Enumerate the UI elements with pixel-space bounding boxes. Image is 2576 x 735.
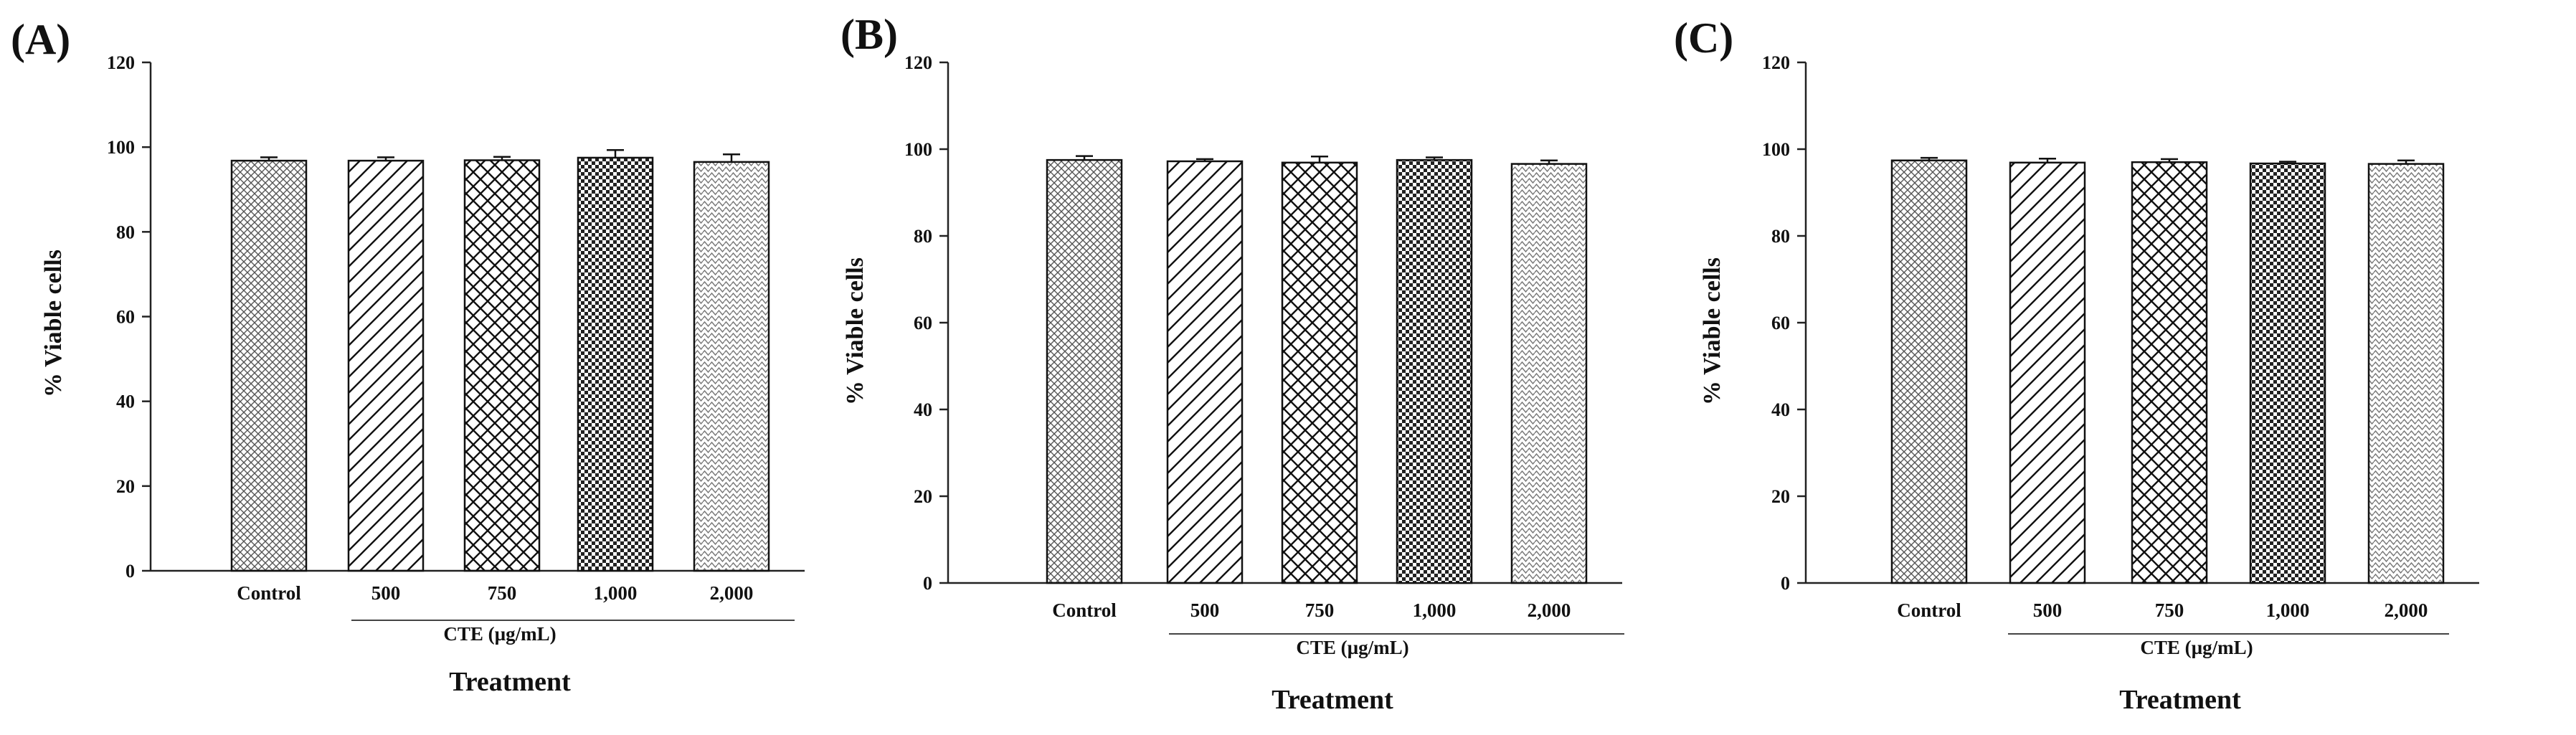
y-tick-label: 40 [1771,399,1790,420]
category-label: Control [1052,599,1117,621]
y-tick-label: 40 [116,392,135,412]
category-label: 500 [371,582,401,604]
category-label: 1,000 [1413,599,1457,621]
bar-2000 [2369,164,2443,583]
cte-group-label: CTE (µg/mL) [2140,637,2253,658]
y-axis-title: % Viable cells [40,250,67,397]
bar-750 [1282,163,1357,583]
bar-control [232,161,306,571]
category-label: 1,000 [594,582,638,604]
y-tick-label: 100 [904,139,932,160]
category-label: Control [1897,599,1961,621]
y-tick-label: 60 [914,313,932,333]
y-tick-label: 20 [914,486,932,507]
bar-750 [2132,162,2207,583]
y-tick-label: 0 [923,573,932,594]
panel-label: (A) [11,16,70,63]
y-tick-label: 80 [914,226,932,247]
y-tick-label: 80 [116,222,135,242]
x-axis-title: Treatment [2119,685,2241,715]
panel-c: (C) 0 20 40 60 80 100 120 Control 500 750 1,000 2,0… [1674,14,2479,715]
category-label: 750 [488,582,517,604]
y-tick-label: 40 [914,399,932,420]
panel-b: (B) 0 20 40 60 80 100 120 Control 500 750 1,000 2,0… [840,11,1624,715]
x-axis-title: Treatment [449,667,571,697]
bar-1000 [1397,160,1472,583]
bar-control [1047,160,1122,583]
y-tick-label: 20 [116,476,135,497]
bar-500 [349,161,423,571]
category-label: 500 [1190,599,1220,621]
figure: (A) 0 20 40 60 80 100 120 Control 500 750 1,000 2,0… [0,0,2576,735]
category-label: 2,000 [1528,599,1571,621]
y-axis-title: % Viable cells [842,257,868,405]
bar-500 [2010,163,2085,583]
bar-1000 [2250,163,2325,583]
bar-2000 [1512,164,1586,583]
cte-group-label: CTE (µg/mL) [443,623,556,645]
category-label: 750 [2155,599,2184,621]
panel-label: (C) [1674,14,1733,62]
y-axis-title: % Viable cells [1699,257,1725,405]
category-label: 2,000 [710,582,754,604]
category-label: 500 [2033,599,2063,621]
cte-group-label: CTE (µg/mL) [1296,637,1408,658]
category-label: 750 [1305,599,1335,621]
plot-area: 0 20 40 60 80 100 120 Control 500 750 1,000 2,000 [1762,52,2479,634]
category-label: 2,000 [2385,599,2428,621]
y-tick-label: 120 [904,52,932,73]
bar-2000 [694,162,769,571]
y-tick-label: 100 [1762,139,1790,160]
y-tick-label: 120 [1762,52,1790,73]
y-tick-label: 60 [116,307,135,328]
panel-a: (A) 0 20 40 60 80 100 120 Control 500 750 1,000 2,0… [11,16,805,697]
category-label: 1,000 [2266,599,2310,621]
bar-500 [1168,161,1242,583]
panel-label: (B) [840,11,898,58]
bar-1000 [578,158,653,571]
bar-750 [465,160,539,571]
category-label: Control [237,582,301,604]
y-tick-label: 60 [1771,313,1790,333]
x-axis-title: Treatment [1272,685,1393,715]
y-tick-label: 0 [1781,573,1790,594]
bar-control [1892,161,1966,583]
y-tick-label: 120 [107,52,135,73]
y-tick-label: 100 [107,137,135,158]
y-tick-label: 0 [126,561,135,582]
plot-area: 0 20 40 60 80 100 120 Control 500 750 1,000 2,000 [904,52,1624,634]
y-tick-label: 80 [1771,226,1790,247]
y-tick-label: 20 [1771,486,1790,507]
plot-area: 0 20 40 60 80 100 120 Control 500 750 1,000 2,000 [107,52,805,620]
